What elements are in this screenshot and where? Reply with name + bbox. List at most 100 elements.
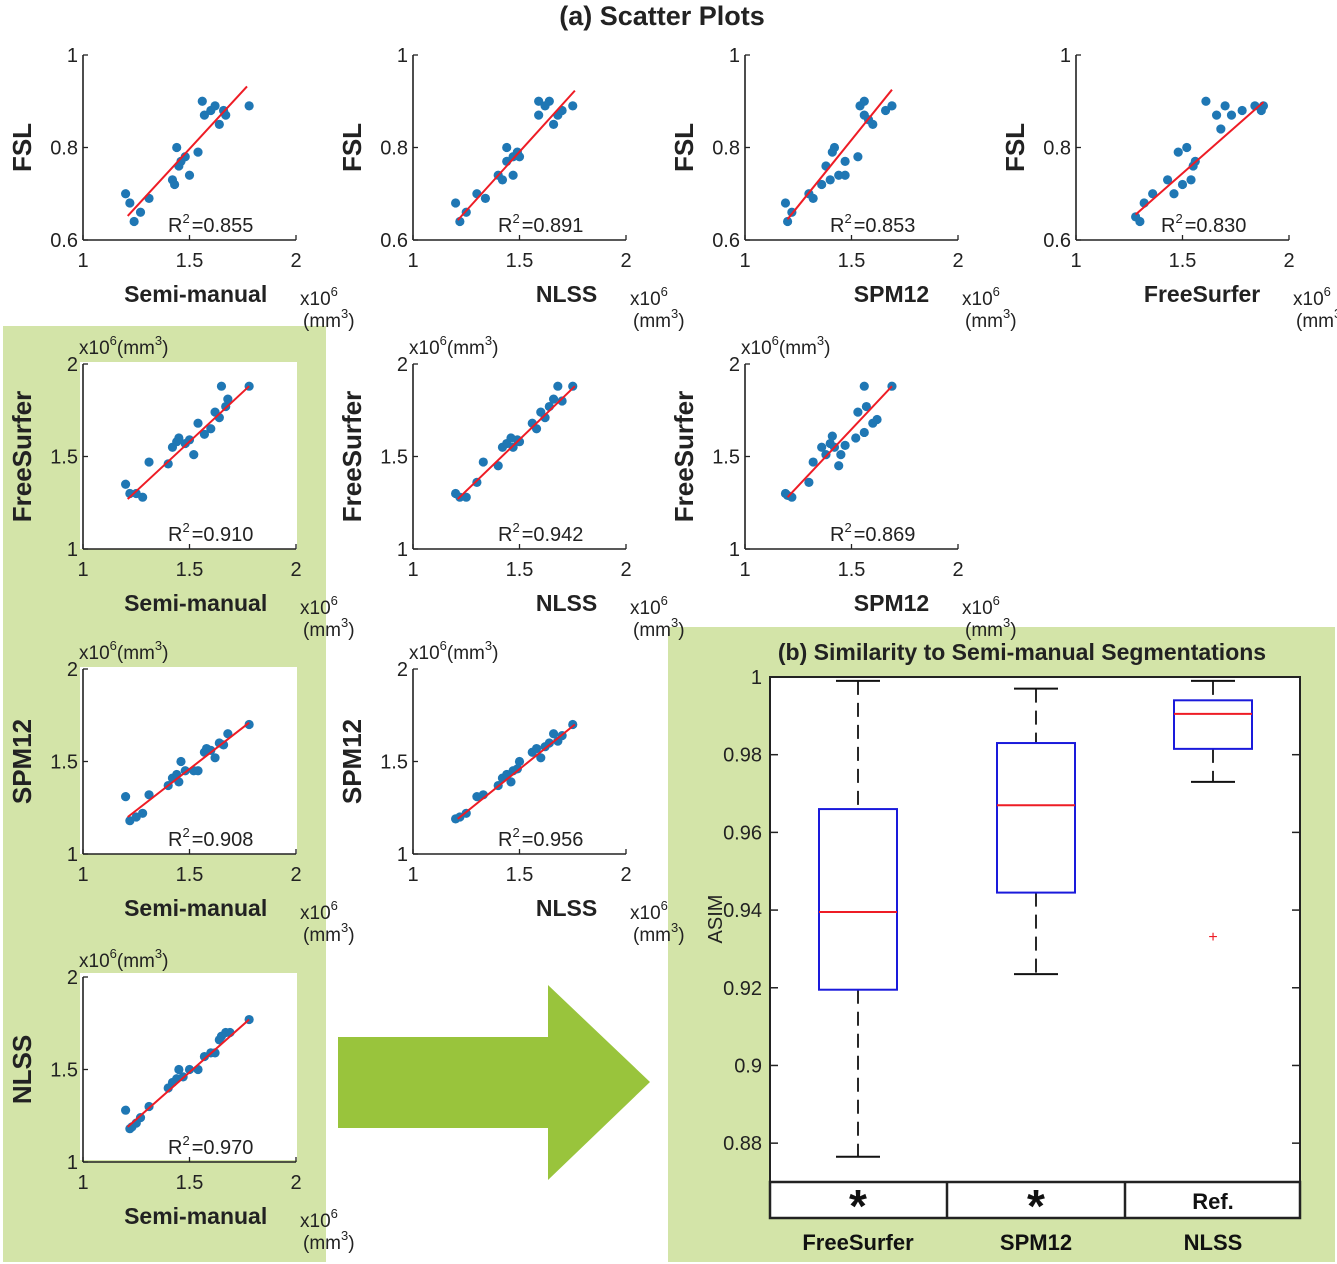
y-unit-label: x106(mm3) [79,946,168,972]
data-point [508,170,518,180]
r-squared-label: R2 =0.853 [830,211,915,237]
regression-line [1134,101,1265,216]
data-point [859,381,869,391]
data-point [821,161,831,171]
unit-label: x106 [300,593,338,619]
y-unit-label: x106(mm3) [409,333,498,359]
data-point [1226,110,1237,120]
x-axis-label: NLSS [536,895,597,921]
unit-label-mm: (mm3) [1296,306,1337,332]
scatter-plot-freesurfer-vs-nlss: 1 1.5 2 1 1.5 2 R2 =0.942 NLSS FreeSurfer x106(mm3… [337,333,685,641]
x-tick-label: 2 [290,1172,301,1194]
figure-title-a: (a) Scatter Plots [559,1,765,31]
scatter-plot-spm12-vs-semimanual: 1 1.5 2 1 1.5 2 R2 =0.908 Semi-manual SPM12 x106(m… [7,638,355,946]
r-squared-label: R2 =0.869 [830,520,915,546]
plot-background-freesurfer-semimanual [80,362,297,549]
y-tick-label: 2 [67,967,78,989]
data-point [193,418,203,428]
y-tick-label: 0.96 [723,822,762,844]
regression-line [786,89,893,220]
data-point [808,193,818,203]
data-point [244,719,254,730]
interquartile-box [818,808,898,991]
x-tick-label: 2 [1283,250,1294,272]
data-point [1177,179,1188,190]
data-point [808,457,818,467]
data-point [853,407,863,417]
data-point [1211,110,1222,120]
y-axis-label: FSL [1000,123,1030,172]
box-freesurfer [818,679,898,1158]
data-point [174,1064,184,1075]
data-point [163,459,173,469]
y-axis-label: FreeSurfer [337,391,367,523]
y-tick-label: 0.8 [380,138,408,160]
category-label-freesurfer: FreeSurfer [802,1230,914,1255]
y-unit-label: x106(mm3) [409,638,498,664]
data-point [868,119,878,129]
x-tick-label: 1 [407,559,418,581]
data-point [214,119,224,129]
y-axis-label: SPM12 [7,719,37,804]
x-tick-label: 1.5 [506,559,534,581]
y-axis-label: FSL [7,123,37,172]
y-tick-label: 0.94 [723,900,762,922]
y-tick-label: 2 [397,354,408,376]
data-point [783,216,793,227]
y-axis-label: NLSS [7,1035,37,1104]
y-tick-label: 1.5 [50,1060,78,1082]
x-axis-label: Semi-manual [124,590,267,616]
y-axis-label: SPM12 [337,719,367,804]
category-label-nlss: NLSS [1184,1230,1243,1255]
y-tick-label: 1 [67,45,78,67]
data-point [880,105,891,116]
scatter-plot-fsl-vs-freesurfer: 1 1.5 2 0.6 0.8 1 R2 =0.830 FreeSurfer FSL x106(mm… [1000,45,1337,332]
y-tick-label: 2 [67,354,78,376]
x-tick-label: 1.5 [176,864,204,886]
unit-label-mm: (mm3) [965,306,1017,332]
y-axis-label: FreeSurfer [7,391,37,523]
data-point [531,743,542,754]
r-squared-label: R2 =0.956 [498,825,583,851]
data-point [836,450,846,460]
data-point [548,729,559,739]
x-tick-label: 1 [77,1172,88,1194]
y-tick-label: 0.9 [734,1055,762,1077]
data-point [1201,96,1211,106]
y-tick-label: 0.8 [50,138,78,160]
x-axis-label: NLSS [536,590,597,616]
data-point [502,142,512,153]
data-point [568,381,578,391]
outlier-marker: + [1208,929,1217,946]
data-point [1173,147,1183,157]
regression-line [457,723,576,820]
data-point [508,442,518,452]
y-tick-label: 1 [67,844,78,866]
data-point [199,429,210,439]
scatter-plot-spm12-vs-nlss: 1 1.5 2 1 1.5 2 R2 =0.956 NLSS SPM12 x106(mm3) x106… [337,638,685,946]
unit-label: x106 [962,284,1000,310]
data-point [859,427,869,438]
regression-line [786,385,893,498]
data-point [129,216,139,227]
y-tick-label: 1 [397,539,408,561]
y-tick-label: 0.6 [1043,230,1071,252]
data-point [472,477,482,487]
x-axis-label: SPM12 [854,590,929,616]
x-tick-label: 1.5 [176,250,204,272]
data-point [1220,101,1230,111]
y-tick-label: 1.5 [380,752,408,774]
y-tick-label: 0.6 [50,230,78,252]
data-point [540,413,550,423]
data-point [218,740,229,750]
unit-label: x106 [1293,284,1331,310]
x-tick-label: 1.5 [838,250,866,272]
data-point [821,450,831,460]
regression-line [127,721,250,818]
y-tick-label: 2 [67,659,78,681]
x-tick-label: 2 [620,559,631,581]
x-tick-label: 2 [290,250,301,272]
data-point [216,381,227,391]
